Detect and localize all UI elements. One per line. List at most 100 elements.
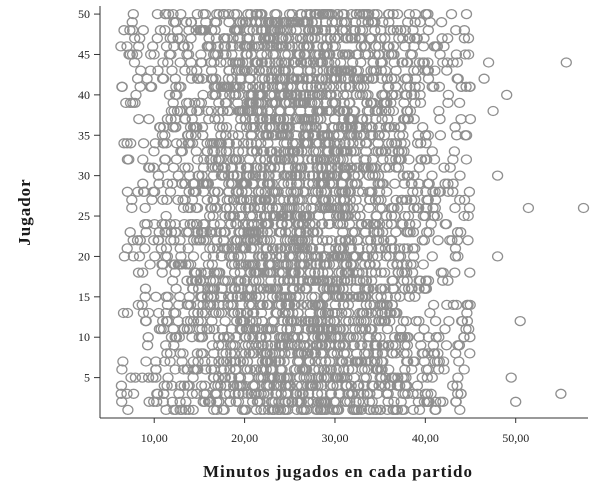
data-point (381, 73, 393, 84)
data-point (381, 218, 393, 230)
data-point (301, 243, 313, 254)
data-point (325, 25, 337, 36)
data-point (416, 372, 428, 383)
data-point (429, 186, 441, 197)
data-point (382, 340, 394, 351)
data-point (152, 388, 164, 399)
data-point (237, 146, 249, 157)
data-point (127, 388, 140, 399)
data-point (380, 251, 392, 262)
data-point (290, 33, 303, 44)
data-point (213, 8, 225, 20)
data-point (326, 8, 338, 20)
y-axis-ticks: 5 10 15 20 25 30 35 40 45 50 (78, 7, 100, 385)
data-point (411, 33, 423, 44)
data-point (359, 138, 372, 149)
data-point (413, 57, 426, 68)
data-point (290, 113, 302, 125)
data-point (357, 186, 369, 197)
data-point (121, 41, 133, 52)
data-point (406, 49, 418, 60)
data-point (304, 267, 316, 278)
data-point (342, 291, 354, 302)
data-point (274, 243, 286, 254)
data-point (400, 372, 412, 383)
data-point (278, 170, 290, 181)
data-point (358, 388, 370, 399)
data-point (142, 372, 155, 383)
data-point (433, 186, 445, 197)
data-point (144, 259, 156, 270)
data-point (409, 17, 421, 28)
data-point (235, 275, 247, 286)
data-point (409, 218, 422, 230)
data-point (378, 267, 391, 278)
data-point (173, 332, 185, 343)
data-point (115, 388, 127, 399)
data-point (196, 170, 208, 181)
data-point (168, 105, 180, 117)
data-point (161, 348, 173, 359)
data-point (328, 25, 340, 36)
data-point (460, 154, 473, 165)
data-point (222, 73, 235, 84)
data-point (137, 25, 149, 36)
data-point (420, 364, 433, 375)
data-point (378, 130, 391, 141)
data-point (276, 323, 288, 335)
data-point (422, 8, 434, 20)
data-point (141, 340, 154, 351)
data-point (361, 97, 373, 109)
data-point (413, 404, 426, 416)
data-point (185, 17, 198, 28)
data-point (306, 113, 318, 125)
data-point (430, 332, 442, 343)
data-point (458, 194, 471, 206)
data-point (421, 372, 433, 383)
data-point (161, 380, 173, 391)
data-point (274, 404, 287, 416)
data-point (289, 388, 302, 399)
data-point (448, 146, 461, 157)
data-point (115, 380, 128, 391)
data-point (174, 396, 186, 407)
data-point (191, 73, 204, 84)
data-point (325, 364, 337, 375)
data-point (376, 299, 388, 311)
data-point (150, 291, 162, 302)
data-point (329, 307, 341, 319)
data-point (121, 186, 134, 197)
data-point (202, 105, 214, 117)
data-point (185, 73, 198, 84)
data-point (391, 25, 403, 36)
data-point (407, 404, 419, 416)
data-point (401, 73, 414, 84)
data-point (256, 340, 268, 351)
data-point (282, 122, 295, 133)
data-point (555, 388, 567, 399)
data-point (250, 17, 262, 28)
data-point (178, 380, 190, 391)
data-point (263, 170, 275, 181)
data-point (228, 210, 240, 222)
data-point (366, 380, 378, 391)
data-point (280, 372, 293, 383)
data-point (269, 57, 281, 68)
data-point (408, 251, 420, 262)
data-point (360, 154, 372, 165)
data-point (118, 138, 130, 149)
data-point (366, 186, 378, 197)
data-point (212, 49, 224, 60)
data-point (137, 154, 149, 165)
data-point (201, 178, 214, 189)
data-point (364, 299, 376, 311)
data-points (115, 8, 590, 416)
data-point (195, 348, 207, 359)
data-point (206, 259, 218, 270)
data-point (182, 364, 194, 375)
data-point (228, 8, 241, 20)
data-point (353, 8, 366, 20)
data-point (425, 388, 437, 399)
data-point (280, 57, 292, 68)
